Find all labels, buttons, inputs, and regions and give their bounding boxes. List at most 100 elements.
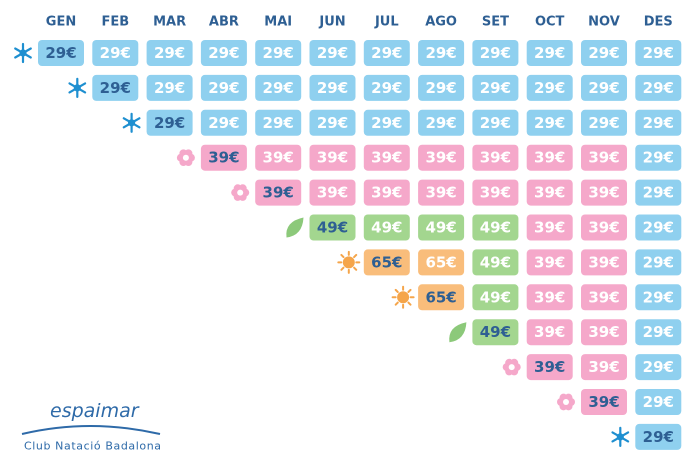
sun-ray xyxy=(407,301,412,306)
price-label: 29€ xyxy=(208,44,239,62)
price-cell xyxy=(38,40,84,66)
month-header: JUL xyxy=(374,15,399,30)
price-label: 39€ xyxy=(317,149,348,167)
price-cell xyxy=(526,284,573,311)
price-cell xyxy=(581,284,627,311)
price-cell xyxy=(255,144,302,171)
price-label: 39€ xyxy=(534,288,565,306)
sun-ray xyxy=(353,266,358,271)
price-cell xyxy=(635,284,682,311)
month-header: MAI xyxy=(264,15,292,30)
snowflake-core xyxy=(19,49,27,57)
price-cell xyxy=(526,179,573,206)
price-label: 29€ xyxy=(480,79,511,97)
price-label: 29€ xyxy=(154,114,185,132)
month-header: AGO xyxy=(425,15,457,30)
price-cell xyxy=(526,214,573,241)
price-cell xyxy=(635,389,682,415)
price-cell xyxy=(255,74,302,101)
price-cell xyxy=(200,144,247,171)
price-label: 39€ xyxy=(534,184,565,202)
price-label: 49€ xyxy=(317,219,348,237)
price-cell xyxy=(581,354,627,381)
price-label: 29€ xyxy=(643,288,674,306)
price-cell xyxy=(472,214,519,241)
sun-ray xyxy=(407,288,412,293)
price-label: 39€ xyxy=(263,149,294,167)
price-label: 29€ xyxy=(154,79,185,97)
price-label: 39€ xyxy=(534,323,565,341)
price-label: 29€ xyxy=(643,149,674,167)
month-header: MAR xyxy=(153,15,186,30)
price-cell xyxy=(200,109,247,136)
price-cell xyxy=(581,319,627,346)
snowflake-icon xyxy=(14,42,32,64)
price-label: 39€ xyxy=(588,219,619,237)
price-label: 29€ xyxy=(317,114,348,132)
price-cell xyxy=(418,214,465,241)
price-label: 29€ xyxy=(208,79,239,97)
price-cell xyxy=(635,40,682,66)
price-label: 29€ xyxy=(317,79,348,97)
price-label: 29€ xyxy=(425,114,456,132)
price-label: 29€ xyxy=(643,44,674,62)
price-label: 65€ xyxy=(425,288,456,306)
price-label: 49€ xyxy=(371,219,402,237)
price-cell xyxy=(635,319,682,346)
price-label: 49€ xyxy=(480,288,511,306)
price-cell xyxy=(309,40,356,66)
sun-icon xyxy=(337,250,361,274)
snowflake-core xyxy=(616,433,624,441)
price-cell xyxy=(526,144,573,171)
logo-club: Club Natació Badalona xyxy=(24,440,162,453)
month-header: GEN xyxy=(46,15,76,30)
flower-icon xyxy=(231,184,250,201)
price-label: 29€ xyxy=(263,44,294,62)
price-label: 29€ xyxy=(643,428,674,446)
price-cell xyxy=(635,144,682,171)
snowflake-core xyxy=(128,119,136,127)
price-label: 29€ xyxy=(371,79,402,97)
snowflake-icon xyxy=(122,112,141,133)
price-cell xyxy=(200,40,247,66)
price-label: 39€ xyxy=(588,323,619,341)
price-label: 29€ xyxy=(588,79,619,97)
price-label: 39€ xyxy=(480,149,511,167)
price-label: 39€ xyxy=(588,253,619,271)
price-cell xyxy=(635,109,682,136)
price-label: 29€ xyxy=(263,79,294,97)
flower-center xyxy=(182,154,189,161)
price-label: 29€ xyxy=(371,44,402,62)
price-label: 29€ xyxy=(534,44,565,62)
price-cell xyxy=(309,74,356,101)
price-label: 29€ xyxy=(643,219,674,237)
price-cell xyxy=(146,74,193,101)
price-label: 29€ xyxy=(45,44,76,62)
month-header: DES xyxy=(644,15,673,30)
price-label: 29€ xyxy=(643,184,674,202)
leaf-icon xyxy=(286,217,304,238)
price-label: 29€ xyxy=(643,393,674,411)
price-label: 49€ xyxy=(480,219,511,237)
price-cell xyxy=(581,214,627,241)
price-label: 29€ xyxy=(534,114,565,132)
price-cell xyxy=(581,144,627,171)
price-label: 39€ xyxy=(534,253,565,271)
price-cell xyxy=(472,74,519,101)
price-cell xyxy=(635,179,682,206)
price-cell xyxy=(146,40,193,66)
price-label: 29€ xyxy=(534,79,565,97)
price-cell xyxy=(581,249,627,276)
price-cell xyxy=(255,40,302,66)
price-cell xyxy=(418,144,465,171)
month-header: NOV xyxy=(588,15,620,30)
price-label: 39€ xyxy=(534,149,565,167)
price-label: 39€ xyxy=(371,184,402,202)
price-label: 29€ xyxy=(643,253,674,271)
price-cell xyxy=(472,179,519,206)
price-cell xyxy=(418,284,465,311)
price-label: 39€ xyxy=(588,149,619,167)
price-cell xyxy=(635,354,682,381)
flower-center xyxy=(563,399,569,405)
price-cell xyxy=(526,40,573,66)
